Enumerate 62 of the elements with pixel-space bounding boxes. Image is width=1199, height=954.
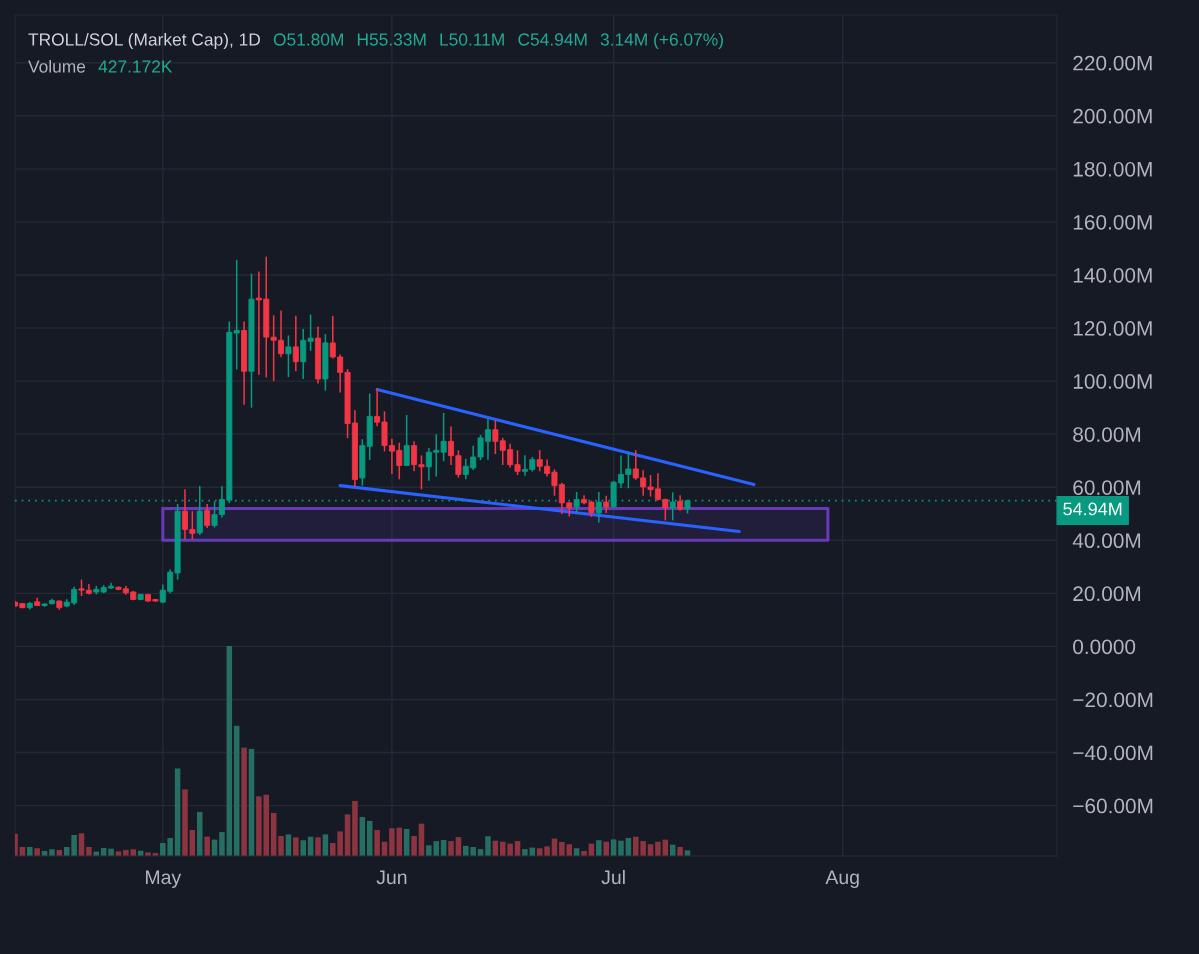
- y-tick-label: 220.00M: [1073, 55, 1152, 71]
- bar: [315, 837, 321, 856]
- y-tick-label: 40.00M: [1072, 533, 1141, 549]
- bar: [219, 832, 225, 856]
- bar: [241, 747, 247, 856]
- bar: [204, 836, 210, 856]
- bar: [618, 840, 624, 856]
- y-tick-label: −20.00M: [1073, 692, 1153, 708]
- bar: [522, 849, 528, 856]
- bar: [596, 840, 602, 856]
- y-tick-label: 100.00M: [1073, 374, 1152, 389]
- x-tick-label: Aug: [825, 870, 859, 889]
- x-tick-label: Jul: [601, 869, 625, 885]
- text: Volume: [28, 59, 86, 73]
- x-tick-label: May: [146, 870, 182, 889]
- bar: [174, 768, 181, 856]
- y-tick-label: 80.00M: [1073, 427, 1141, 442]
- y-tick-label: 200.00M: [1073, 108, 1152, 124]
- y-tick-label: 140.00M: [1073, 268, 1152, 283]
- bar: [374, 829, 380, 856]
- annotation: O51.80M: [273, 33, 343, 46]
- bar: [655, 841, 661, 856]
- bar: [300, 840, 306, 856]
- x-tick-label: Jun: [376, 870, 407, 885]
- bar: [49, 849, 55, 856]
- y-tick-label: −60.00M: [1073, 798, 1153, 814]
- bar: [448, 841, 454, 856]
- candlestick: [204, 503, 211, 529]
- annotation: C54.94M: [518, 33, 587, 46]
- bar: [485, 836, 491, 856]
- y-tick-label: −40.00M: [1073, 745, 1153, 761]
- bar: [293, 837, 299, 856]
- candlestick: [285, 334, 292, 378]
- annotation: L50.11M: [440, 33, 504, 46]
- y-tick-label: 180.00M: [1073, 161, 1152, 177]
- bar: [411, 836, 417, 856]
- candlestick: [573, 491, 580, 514]
- y-tick-label: 20.00M: [1073, 586, 1141, 602]
- bar: [677, 846, 683, 856]
- bar: [389, 828, 395, 856]
- bar: [34, 848, 40, 856]
- bar: [27, 846, 33, 856]
- bar: [544, 846, 550, 856]
- y-tick-label: 120.00M: [1073, 321, 1152, 336]
- bar: [603, 841, 609, 856]
- bar: [278, 836, 284, 856]
- candlestick: [292, 315, 299, 373]
- y-tick-label: 0.0000: [1073, 639, 1136, 655]
- bar: [145, 852, 151, 856]
- y-tick-label: 160.00M: [1073, 214, 1152, 230]
- bar: [182, 789, 188, 856]
- ref-line-label: 54.94M: [1063, 502, 1122, 516]
- candlestick: [403, 414, 410, 467]
- bar: [196, 811, 203, 856]
- annotation: 3.14M (+6.07%): [600, 32, 723, 50]
- bar: [86, 846, 92, 856]
- annotation: 427.172K: [98, 60, 173, 73]
- y-tick-label: 60.00M: [1073, 480, 1141, 495]
- bar: [226, 646, 233, 856]
- bar: [352, 800, 358, 856]
- annotation: H55.33M: [357, 33, 426, 46]
- text: TROLL/SOL (Market Cap), 1D: [28, 32, 260, 50]
